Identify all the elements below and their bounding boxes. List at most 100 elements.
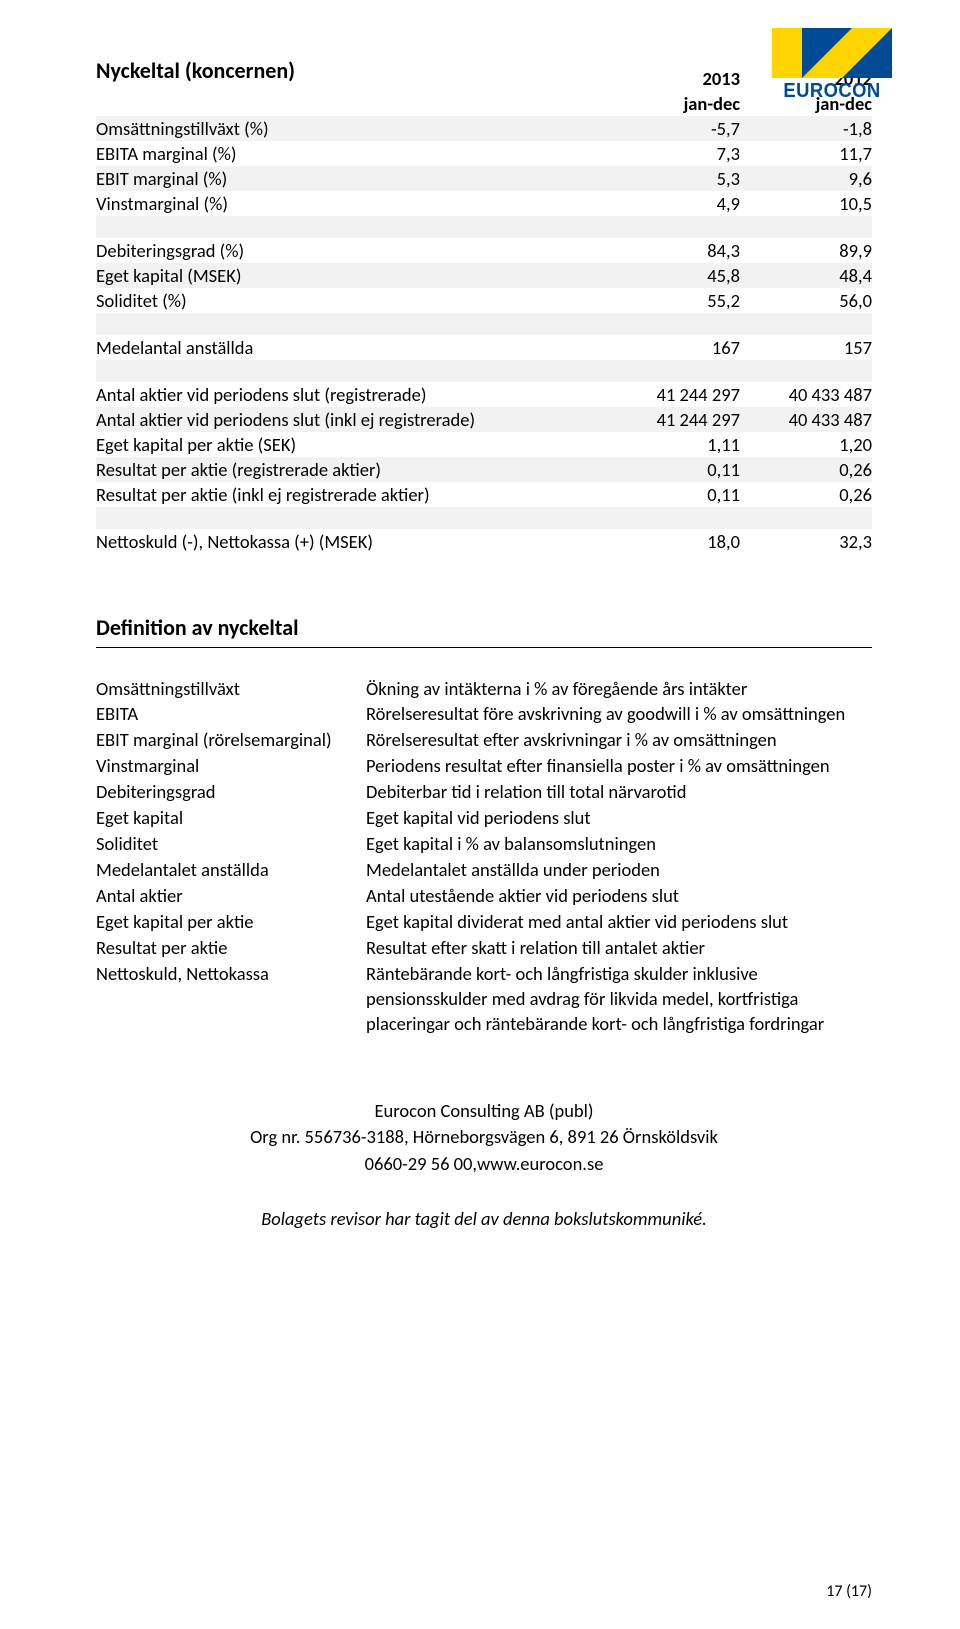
definition-term: Omsättningstillväxt (96, 676, 366, 702)
definition-term: Eget kapital per aktie (96, 910, 366, 936)
definition-text: Eget kapital dividerat med antal aktier … (366, 910, 872, 936)
footer-auditor-note: Bolagets revisor har tagit del av denna … (96, 1206, 872, 1233)
row-val: 10,5 (752, 191, 872, 216)
footer-address: Org nr. 556736-3188, Hörneborgsvägen 6, … (96, 1124, 872, 1151)
definition-text: Periodens resultat efter finansiella pos… (366, 754, 872, 780)
definition-term: EBITA (96, 702, 366, 728)
definition-term: Medelantalet anställda (96, 858, 366, 884)
definition-row: SoliditetEget kapital i % av balansomslu… (96, 832, 872, 858)
row-val: 55,2 (632, 288, 752, 313)
table-row: Resultat per aktie (inkl ej registrerade… (96, 482, 872, 507)
row-label: Antal aktier vid periodens slut (registr… (96, 382, 632, 407)
row-label: Resultat per aktie (inkl ej registrerade… (96, 482, 632, 507)
logo-text: EUROCON (777, 80, 887, 103)
definition-term: Resultat per aktie (96, 936, 366, 962)
definition-text: Resultat efter skatt i relation till ant… (366, 936, 872, 962)
row-label: Omsättningstillväxt (%) (96, 116, 632, 141)
row-val: 45,8 (632, 263, 752, 288)
footer-contact: 0660-29 56 00,www.eurocon.se (96, 1151, 872, 1178)
table-row: Nettoskuld (-), Nettokassa (+) (MSEK) 18… (96, 529, 872, 554)
row-label: EBIT marginal (%) (96, 166, 632, 191)
row-val: 40 433 487 (752, 407, 872, 432)
col-period-1: jan-dec (632, 91, 752, 116)
row-val: 1,11 (632, 432, 752, 457)
row-label: Debiteringsgrad (%) (96, 238, 632, 263)
row-label: Eget kapital (MSEK) (96, 263, 632, 288)
definition-text: Rörelseresultat efter avskrivningar i % … (366, 728, 872, 754)
definition-text: Rörelseresultat före avskrivning av good… (366, 702, 872, 728)
eurocon-logo: EUROCON (772, 28, 892, 103)
divider (96, 647, 872, 648)
table-row: Omsättningstillväxt (%) -5,7 -1,8 (96, 116, 872, 141)
table-row: Resultat per aktie (registrerade aktier)… (96, 457, 872, 482)
row-label: Vinstmarginal (%) (96, 191, 632, 216)
definition-text: Debiterbar tid i relation till total när… (366, 780, 872, 806)
row-val: 167 (632, 335, 752, 360)
definition-row: Medelantalet anställdaMedelantalet anstä… (96, 858, 872, 884)
row-label: EBITA marginal (%) (96, 141, 632, 166)
definition-text: Medelantalet anställda under perioden (366, 858, 872, 884)
row-val: 41 244 297 (632, 382, 752, 407)
definition-term: EBIT marginal (rörelsemarginal) (96, 728, 366, 754)
definition-term: Nettoskuld, Nettokassa (96, 962, 366, 1038)
row-val: -1,8 (752, 116, 872, 141)
row-val: 0,11 (632, 482, 752, 507)
row-val: 9,6 (752, 166, 872, 191)
row-val: 0,26 (752, 457, 872, 482)
row-val: 18,0 (632, 529, 752, 554)
row-val: 40 433 487 (752, 382, 872, 407)
definition-row: DebiteringsgradDebiterbar tid i relation… (96, 780, 872, 806)
table-row: Medelantal anställda 167 157 (96, 335, 872, 360)
table-row: Eget kapital (MSEK) 45,8 48,4 (96, 263, 872, 288)
row-val: 11,7 (752, 141, 872, 166)
col-year-1: 2013 (632, 56, 752, 91)
page-number: 17 (17) (826, 1582, 872, 1601)
row-label: Eget kapital per aktie (SEK) (96, 432, 632, 457)
table-row: Eget kapital per aktie (SEK) 1,11 1,20 (96, 432, 872, 457)
row-val: 0,11 (632, 457, 752, 482)
definition-text: Ökning av intäkterna i % av föregående å… (366, 676, 872, 702)
definition-term: Debiteringsgrad (96, 780, 366, 806)
definition-row: OmsättningstillväxtÖkning av intäkterna … (96, 676, 872, 702)
definition-term: Vinstmarginal (96, 754, 366, 780)
table-title: Nyckeltal (koncernen) (96, 57, 624, 84)
definition-term: Antal aktier (96, 884, 366, 910)
row-val: 1,20 (752, 432, 872, 457)
definition-row: Nettoskuld, NettokassaRäntebärande kort-… (96, 962, 872, 1038)
definition-term: Soliditet (96, 832, 366, 858)
table-row: Vinstmarginal (%) 4,9 10,5 (96, 191, 872, 216)
definitions-table: OmsättningstillväxtÖkning av intäkterna … (96, 676, 872, 1038)
page: EUROCON Nyckeltal (koncernen) 2013 2012 … (0, 0, 960, 1629)
definition-row: VinstmarginalPeriodens resultat efter fi… (96, 754, 872, 780)
row-val: 89,9 (752, 238, 872, 263)
row-val: 5,3 (632, 166, 752, 191)
row-val: 84,3 (632, 238, 752, 263)
row-val: 0,26 (752, 482, 872, 507)
definition-row: Antal aktierAntal utestående aktier vid … (96, 884, 872, 910)
row-val: 7,3 (632, 141, 752, 166)
row-label: Soliditet (%) (96, 288, 632, 313)
row-val: 32,3 (752, 529, 872, 554)
footer: Eurocon Consulting AB (publ) Org nr. 556… (96, 1098, 872, 1233)
definition-term: Eget kapital (96, 806, 366, 832)
row-val: 41 244 297 (632, 407, 752, 432)
row-val: -5,7 (632, 116, 752, 141)
definition-text: Räntebärande kort- och långfristiga skul… (366, 962, 872, 1038)
table-row: Soliditet (%) 55,2 56,0 (96, 288, 872, 313)
row-val: 48,4 (752, 263, 872, 288)
definition-row: Eget kapitalEget kapital vid periodens s… (96, 806, 872, 832)
definition-text: Antal utestående aktier vid periodens sl… (366, 884, 872, 910)
row-val: 56,0 (752, 288, 872, 313)
row-val: 4,9 (632, 191, 752, 216)
definition-row: EBITARörelseresultat före avskrivning av… (96, 702, 872, 728)
table-row: EBITA marginal (%) 7,3 11,7 (96, 141, 872, 166)
footer-company: Eurocon Consulting AB (publ) (96, 1098, 872, 1125)
row-label: Antal aktier vid periodens slut (inkl ej… (96, 407, 632, 432)
row-label: Medelantal anställda (96, 335, 632, 360)
table-row: EBIT marginal (%) 5,3 9,6 (96, 166, 872, 191)
logo-graphic (772, 28, 892, 78)
table-row: Antal aktier vid periodens slut (registr… (96, 382, 872, 407)
definition-text: Eget kapital i % av balansomslutningen (366, 832, 872, 858)
nyckeltal-table: Nyckeltal (koncernen) 2013 2012 jan-dec … (96, 56, 872, 554)
definition-text: Eget kapital vid periodens slut (366, 806, 872, 832)
